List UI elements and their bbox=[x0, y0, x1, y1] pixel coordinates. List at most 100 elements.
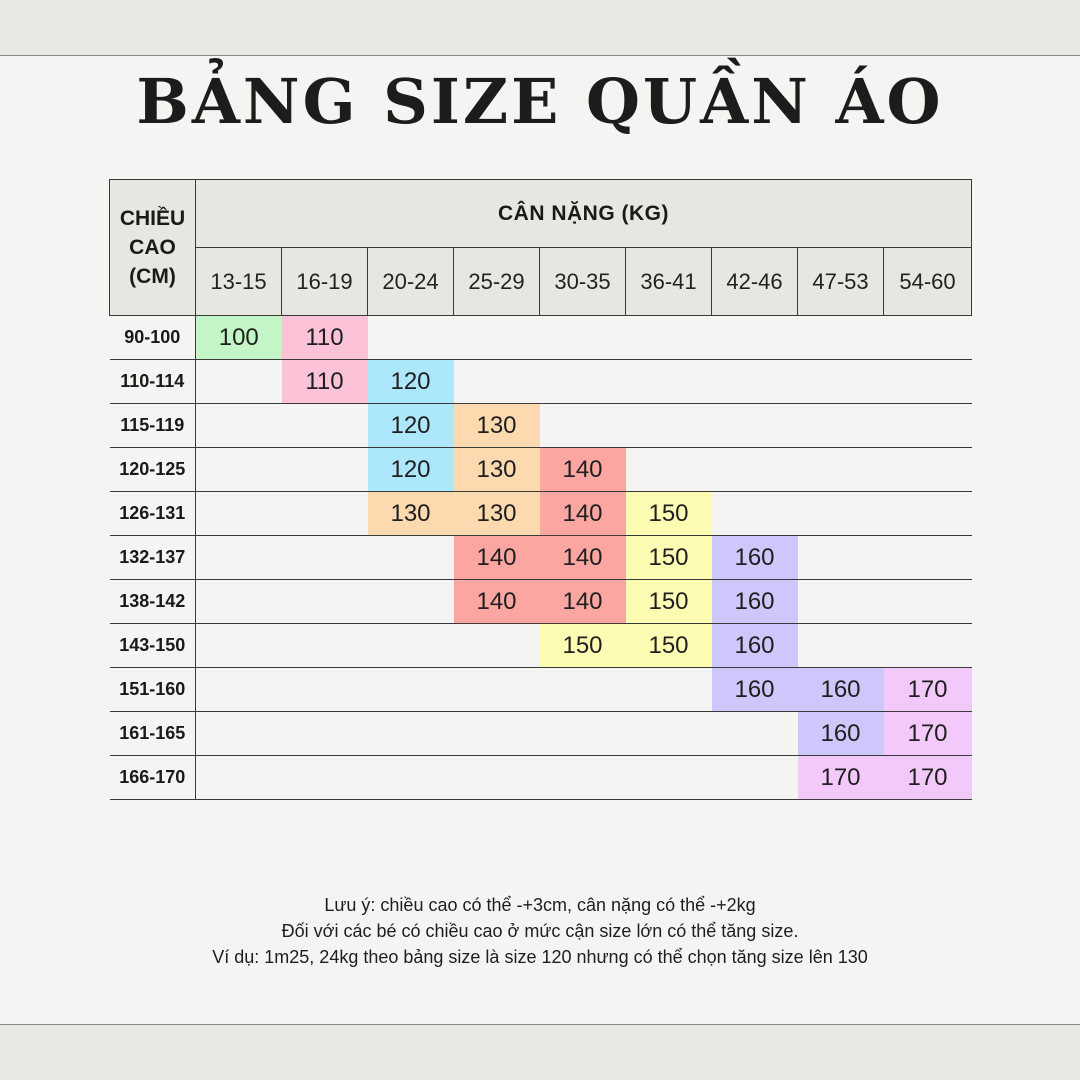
size-table: CHIỀU CAO (CM) CÂN NẶNG (KG) 13-15 16-19 2… bbox=[109, 179, 972, 800]
empty-cell bbox=[281, 623, 368, 668]
height-range-label: 132-137 bbox=[109, 535, 196, 580]
empty-cell bbox=[539, 315, 626, 360]
height-range-label: 90-100 bbox=[109, 315, 196, 360]
empty-cell bbox=[797, 359, 884, 404]
empty-cell bbox=[883, 579, 972, 624]
empty-cell bbox=[797, 579, 884, 624]
size-cell: 120 bbox=[367, 359, 454, 404]
empty-cell bbox=[453, 359, 540, 404]
note-line: Lưu ý: chiều cao có thể -+3cm, cân nặng … bbox=[324, 895, 756, 915]
size-cell: 170 bbox=[883, 711, 972, 756]
table-row: 132-137 140 140 150 160 bbox=[109, 535, 972, 580]
empty-cell bbox=[883, 403, 972, 448]
weight-column-header: 20-24 bbox=[367, 247, 454, 316]
empty-cell bbox=[625, 711, 712, 756]
empty-cell bbox=[453, 711, 540, 756]
empty-cell bbox=[883, 359, 972, 404]
empty-cell bbox=[711, 491, 798, 536]
size-cell: 110 bbox=[281, 359, 368, 404]
empty-cell bbox=[195, 667, 282, 712]
weight-column-header: 36-41 bbox=[625, 247, 712, 316]
empty-cell bbox=[711, 315, 798, 360]
size-cell: 130 bbox=[453, 447, 540, 492]
empty-cell bbox=[281, 491, 368, 536]
table-row: 120-125 120 130 140 bbox=[109, 447, 972, 492]
size-cell: 120 bbox=[367, 447, 454, 492]
empty-cell bbox=[367, 579, 454, 624]
table-row: 115-119 120 130 bbox=[109, 403, 972, 448]
empty-cell bbox=[883, 315, 972, 360]
weight-column-header: 25-29 bbox=[453, 247, 540, 316]
size-cell: 110 bbox=[281, 315, 368, 360]
height-range-label: 138-142 bbox=[109, 579, 196, 624]
empty-cell bbox=[195, 491, 282, 536]
size-cell: 140 bbox=[539, 447, 626, 492]
empty-cell bbox=[883, 447, 972, 492]
empty-cell bbox=[539, 755, 626, 800]
empty-cell bbox=[711, 359, 798, 404]
empty-cell bbox=[539, 403, 626, 448]
empty-cell bbox=[281, 755, 368, 800]
empty-cell bbox=[195, 359, 282, 404]
empty-cell bbox=[883, 535, 972, 580]
empty-cell bbox=[625, 315, 712, 360]
height-header-line: (CM) bbox=[129, 265, 176, 288]
notes: Lưu ý: chiều cao có thể -+3cm, cân nặng … bbox=[0, 892, 1080, 970]
size-cell: 140 bbox=[453, 535, 540, 580]
height-range-label: 126-131 bbox=[109, 491, 196, 536]
size-cell: 100 bbox=[195, 315, 282, 360]
height-header-line: CAO bbox=[129, 236, 176, 259]
empty-cell bbox=[797, 491, 884, 536]
size-cell: 160 bbox=[711, 667, 798, 712]
empty-cell bbox=[367, 667, 454, 712]
size-cell: 150 bbox=[625, 535, 712, 580]
height-range-label: 120-125 bbox=[109, 447, 196, 492]
table-row: 143-150 150 150 160 bbox=[109, 623, 972, 668]
empty-cell bbox=[195, 403, 282, 448]
table-row: 161-165 160 170 bbox=[109, 711, 972, 756]
empty-cell bbox=[711, 711, 798, 756]
empty-cell bbox=[625, 447, 712, 492]
empty-cell bbox=[195, 579, 282, 624]
weight-column-header: 13-15 bbox=[195, 247, 282, 316]
empty-cell bbox=[367, 315, 454, 360]
empty-cell bbox=[625, 403, 712, 448]
table-row: 151-160 160 160 170 bbox=[109, 667, 972, 712]
page-title: BẢNG SIZE QUẦN ÁO bbox=[136, 65, 944, 138]
size-cell: 170 bbox=[883, 667, 972, 712]
size-cell: 120 bbox=[367, 403, 454, 448]
empty-cell bbox=[367, 711, 454, 756]
height-range-label: 115-119 bbox=[109, 403, 196, 448]
table-row: 90-100 100 110 bbox=[109, 315, 972, 360]
empty-cell bbox=[883, 491, 972, 536]
empty-cell bbox=[711, 755, 798, 800]
size-cell: 140 bbox=[539, 491, 626, 536]
empty-cell bbox=[195, 623, 282, 668]
weight-column-header: 47-53 bbox=[797, 247, 884, 316]
height-range-label: 166-170 bbox=[109, 755, 196, 800]
height-header-line: CHIỀU bbox=[119, 207, 186, 230]
empty-cell bbox=[797, 447, 884, 492]
empty-cell bbox=[195, 447, 282, 492]
size-cell: 140 bbox=[539, 579, 626, 624]
empty-cell bbox=[625, 359, 712, 404]
empty-cell bbox=[195, 755, 282, 800]
empty-cell bbox=[625, 755, 712, 800]
empty-cell bbox=[281, 579, 368, 624]
size-cell: 170 bbox=[883, 755, 972, 800]
empty-cell bbox=[453, 667, 540, 712]
size-cell: 150 bbox=[625, 491, 712, 536]
empty-cell bbox=[281, 535, 368, 580]
empty-cell bbox=[453, 315, 540, 360]
empty-cell bbox=[883, 623, 972, 668]
empty-cell bbox=[281, 711, 368, 756]
size-cell: 160 bbox=[711, 535, 798, 580]
empty-cell bbox=[281, 667, 368, 712]
note-line: Ví dụ: 1m25, 24kg theo bảng size là size… bbox=[212, 947, 868, 967]
weight-column-header: 54-60 bbox=[883, 247, 972, 316]
size-cell: 140 bbox=[539, 535, 626, 580]
size-cell: 160 bbox=[711, 579, 798, 624]
height-range-label: 151-160 bbox=[109, 667, 196, 712]
note-line: Đối với các bé có chiều cao ở mức cận si… bbox=[281, 921, 799, 941]
table-row: 110-114 110 120 bbox=[109, 359, 972, 404]
